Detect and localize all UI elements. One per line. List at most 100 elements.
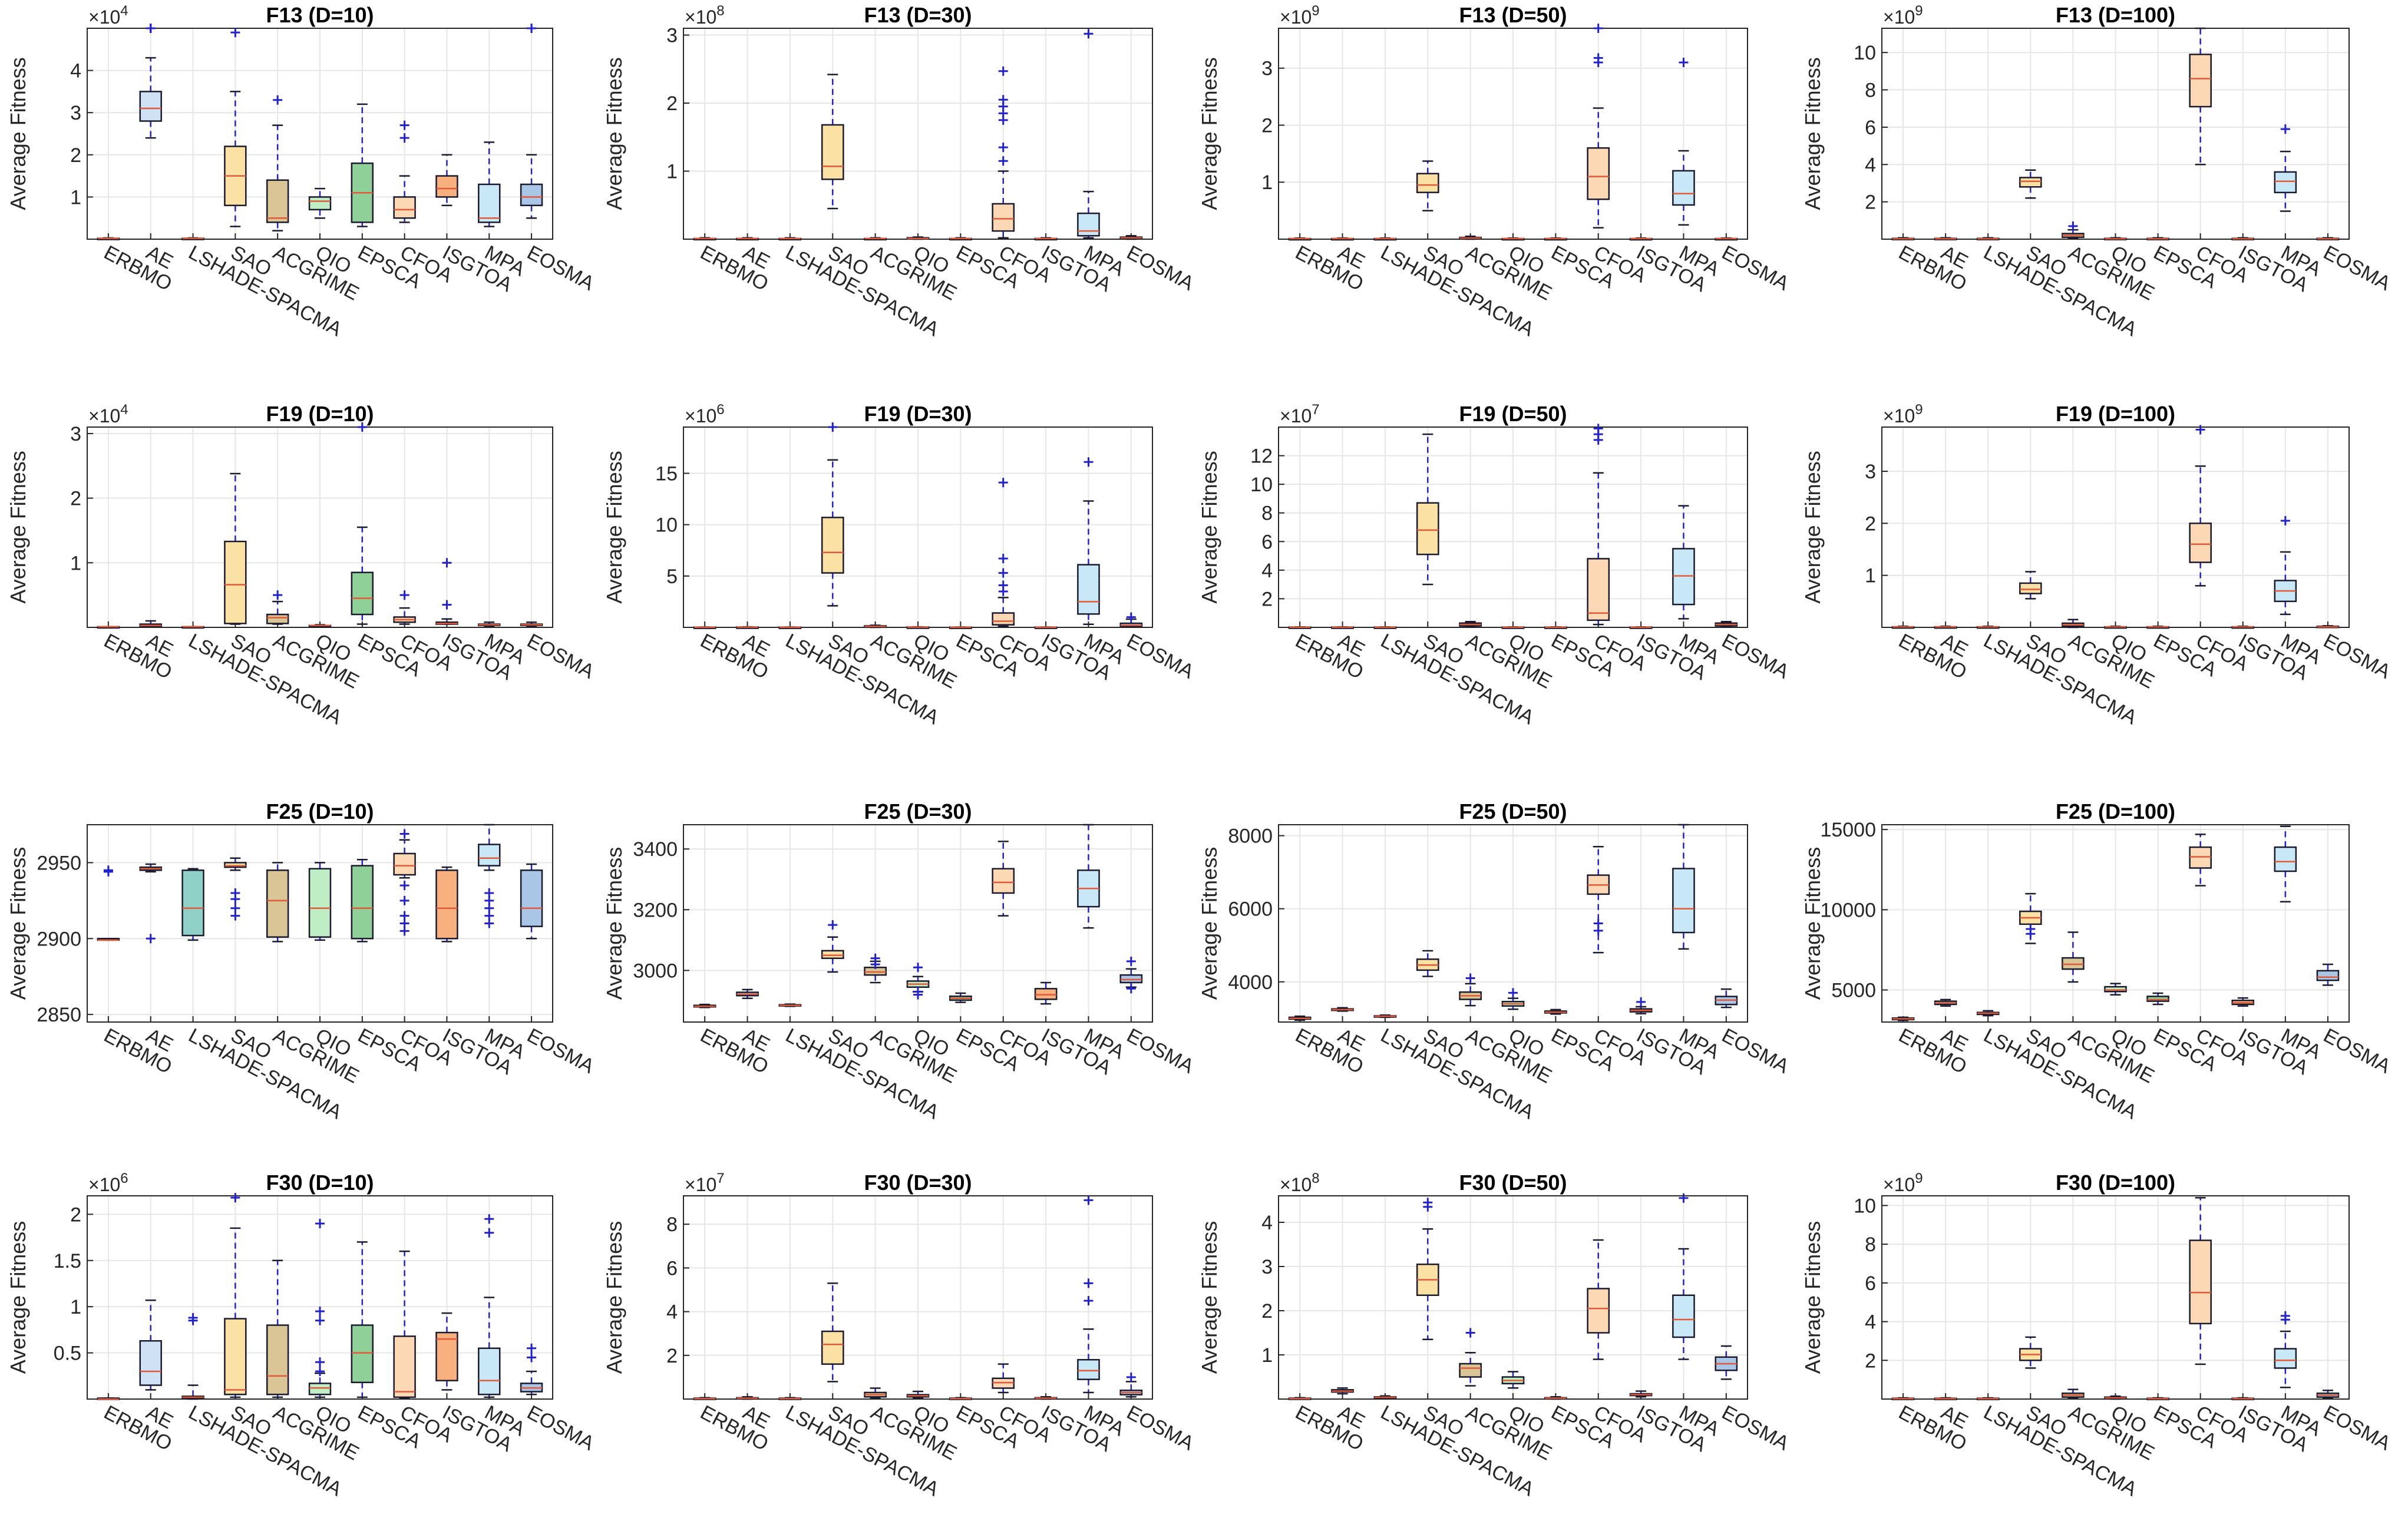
outlier-point	[913, 963, 923, 973]
outlier-point	[1084, 1195, 1094, 1205]
box-mpa	[2274, 825, 2297, 902]
box-eosma	[1119, 234, 1143, 240]
box-cfoa	[1587, 1239, 1610, 1360]
outlier-point	[399, 895, 409, 905]
outlier-point	[1679, 58, 1689, 68]
box-qio	[906, 626, 930, 629]
box-cfoa	[393, 1250, 416, 1399]
box-iqr	[308, 1383, 332, 1396]
outlier-point	[998, 156, 1008, 166]
axis-multiplier: ×109	[1883, 402, 1923, 426]
axis-multiplier-exponent: 6	[716, 402, 724, 418]
box-mpa	[1672, 505, 1695, 620]
y-tick-label: 2	[70, 488, 81, 510]
box-qio	[1501, 237, 1525, 241]
y-axis-label: Average Fitness	[602, 57, 626, 210]
box-iqr	[821, 950, 844, 960]
box-eosma	[2316, 1389, 2340, 1399]
box-eosma	[520, 1343, 543, 1396]
box-acgrime	[864, 624, 887, 629]
box-eosma	[1715, 988, 1738, 1009]
outlier-point	[1593, 424, 1603, 434]
x-category-label: EOSMA	[2320, 1024, 2394, 1078]
box-iqr	[224, 1318, 247, 1396]
box-iqr	[308, 196, 332, 211]
y-tick-label: 2	[1261, 1300, 1273, 1322]
box-erbmo	[693, 626, 716, 629]
box-erbmo	[1288, 1397, 1312, 1400]
outlier-point	[315, 1307, 325, 1317]
box-isgtoa	[2231, 625, 2255, 629]
x-category-label: EOSMA	[1123, 1024, 1198, 1078]
y-tick-label: 1	[70, 552, 81, 574]
box-epsca	[949, 992, 972, 1003]
y-tick-label: 0.5	[54, 1343, 81, 1365]
y-tick-label: 2	[666, 1345, 678, 1367]
box-cfoa	[2189, 1197, 2212, 1365]
box-acgrime	[1459, 621, 1482, 628]
y-tick-label: 12	[1250, 445, 1273, 468]
axis-multiplier: ×104	[88, 402, 128, 426]
box-acgrime	[2062, 931, 2085, 983]
y-tick-label: 1	[70, 1296, 81, 1318]
box-isgtoa	[1629, 997, 1653, 1014]
box-epsca	[2146, 625, 2169, 629]
y-axis-label: Average Fitness	[6, 57, 30, 210]
outlier-point	[913, 987, 923, 997]
y-tick-label: 1	[1261, 1344, 1273, 1367]
outlier-point	[1126, 612, 1136, 622]
box-iqr	[1672, 1294, 1695, 1338]
y-axis-label: Average Fitness	[1197, 57, 1221, 210]
box-epsca	[949, 237, 972, 241]
box-mpa	[478, 1214, 501, 1398]
box-sao	[224, 28, 247, 227]
chart-title: F13 (D=50)	[1459, 3, 1567, 27]
box-lshade-spacma	[1976, 1010, 2000, 1017]
box-erbmo	[1288, 237, 1312, 241]
box-iqr	[2062, 957, 2085, 970]
box-mpa	[478, 824, 501, 928]
y-tick-label: 1.5	[54, 1250, 81, 1272]
y-tick-label: 3200	[633, 899, 678, 921]
box-epsca	[2146, 992, 2169, 1006]
box-lshade-spacma	[181, 237, 204, 240]
outlier-point	[484, 1228, 494, 1238]
box-qio	[906, 236, 930, 240]
box-ae	[736, 237, 759, 241]
box-lshade-spacma	[1976, 625, 2000, 629]
axis-multiplier: ×109	[1883, 3, 1923, 28]
box-eosma	[520, 863, 543, 940]
box-iqr	[266, 1324, 289, 1396]
box-epsca	[1544, 626, 1567, 629]
box-cfoa	[992, 66, 1015, 239]
box-lshade-spacma	[1976, 237, 2000, 240]
outlier-point	[1465, 1328, 1475, 1338]
axis-multiplier: ×108	[685, 3, 725, 28]
box-isgtoa	[1629, 626, 1653, 629]
axis-multiplier-exponent: 8	[716, 3, 724, 19]
box-isgtoa	[1034, 237, 1058, 241]
axis-multiplier-base: ×10	[88, 1174, 120, 1195]
box-erbmo	[97, 865, 120, 941]
y-axis-label: Average Fitness	[6, 847, 30, 1000]
y-tick-label: 2	[70, 144, 81, 167]
box-isgtoa	[1629, 237, 1653, 241]
outlier-point	[998, 66, 1008, 76]
box-ae	[1934, 625, 1957, 629]
box-mpa	[2274, 124, 2297, 212]
box-epsca	[2146, 1397, 2169, 1400]
box-iqr	[1672, 170, 1695, 206]
box-iqr	[2019, 582, 2042, 594]
box-iqr	[2189, 1239, 2212, 1325]
outlier-point	[1084, 1296, 1094, 1306]
x-category-label: EOSMA	[1123, 630, 1198, 683]
outlier-point	[315, 1357, 325, 1367]
box-cfoa	[1587, 424, 1610, 626]
outlier-point	[399, 911, 409, 921]
y-axis-label: Average Fitness	[1801, 451, 1825, 603]
box-iqr	[2146, 996, 2169, 1002]
y-tick-label: 8	[666, 1214, 678, 1236]
chart-title: F30 (D=30)	[864, 1170, 972, 1195]
box-acgrime	[1459, 1328, 1482, 1387]
